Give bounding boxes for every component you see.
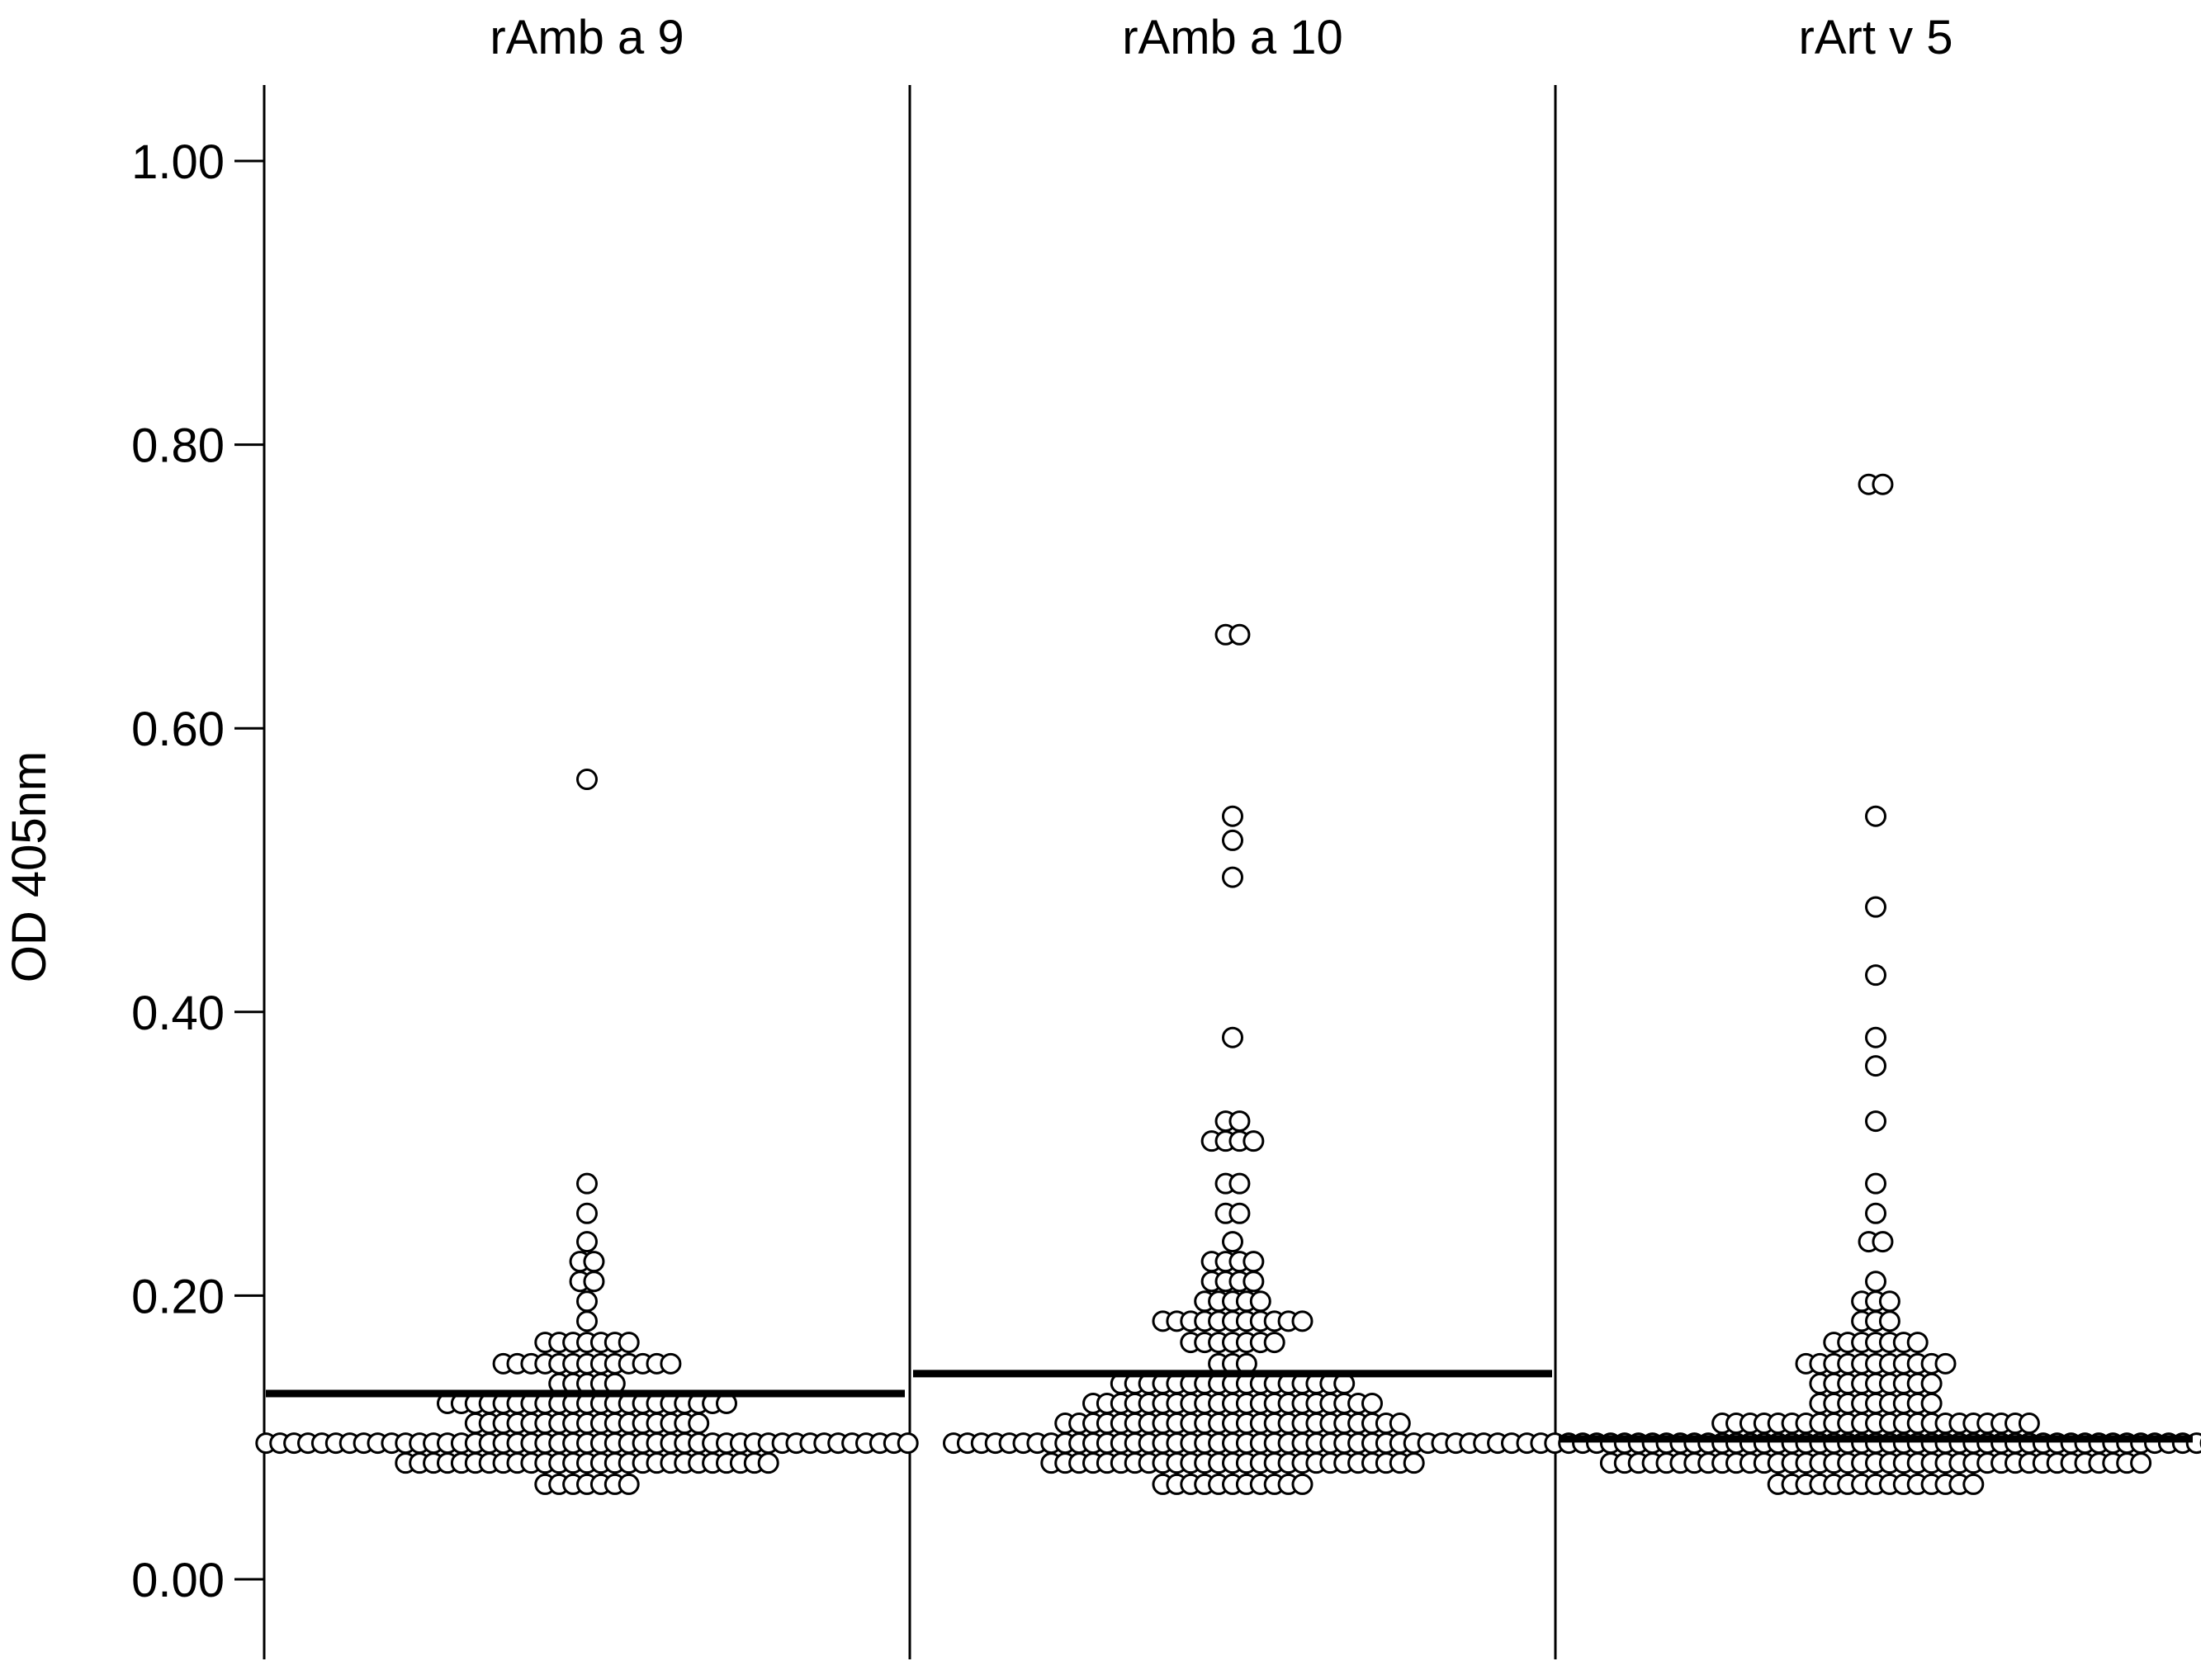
data-point (576, 1310, 598, 1332)
data-point (1872, 473, 1894, 495)
data-point (618, 1473, 640, 1495)
data-point (576, 1172, 598, 1195)
data-point (1242, 1130, 1265, 1152)
data-point (2018, 1413, 2040, 1435)
data-point (897, 1432, 919, 1455)
data-point (1291, 1310, 1314, 1332)
data-point (1242, 1271, 1265, 1293)
data-point (1920, 1392, 1943, 1414)
data-point (1222, 829, 1243, 851)
data-point (1865, 896, 1886, 918)
panel-title: rArt v 5 (1799, 11, 1953, 64)
data-point (1878, 1290, 1900, 1313)
panel-title: rAmb a 10 (1122, 11, 1343, 64)
data-point (1222, 805, 1243, 827)
data-point (1962, 1473, 1985, 1495)
y-tick-label: 0.40 (131, 987, 225, 1040)
data-point (1906, 1332, 1929, 1354)
data-point (1222, 1026, 1243, 1048)
data-point (660, 1352, 682, 1375)
data-point (1389, 1413, 1411, 1435)
data-point (1920, 1372, 1943, 1394)
data-point (583, 1271, 605, 1293)
y-tick-label: 0.20 (131, 1270, 225, 1323)
data-point (576, 769, 598, 791)
data-point (1934, 1352, 1957, 1375)
data-point (688, 1413, 710, 1435)
data-point (1228, 1110, 1251, 1133)
data-point (1865, 1055, 1886, 1077)
data-point (1878, 1310, 1900, 1332)
data-point (1872, 1231, 1894, 1253)
y-axis-label: OD 405nm (2, 751, 56, 982)
y-tick-label: 1.00 (131, 135, 225, 189)
data-point (576, 1231, 598, 1253)
data-point (2130, 1452, 2152, 1474)
data-point (1228, 1202, 1251, 1224)
data-point (757, 1452, 779, 1474)
data-point (1865, 1026, 1886, 1048)
data-point (1242, 1251, 1265, 1273)
data-point (1263, 1332, 1285, 1354)
data-point (1865, 1202, 1886, 1224)
y-tick-label: 0.00 (131, 1554, 225, 1607)
data-point (1865, 964, 1886, 987)
data-point (1228, 623, 1251, 646)
data-point (583, 1251, 605, 1273)
data-point (1291, 1473, 1314, 1495)
data-point (1249, 1290, 1271, 1313)
data-point (576, 1290, 598, 1313)
data-point (1865, 805, 1886, 827)
y-tick-label: 0.80 (131, 419, 225, 473)
data-point (1403, 1452, 1425, 1474)
data-point (1228, 1172, 1251, 1195)
data-point (576, 1202, 598, 1224)
data-point (1222, 1231, 1243, 1253)
data-point (1865, 1172, 1886, 1195)
y-tick-label: 0.60 (131, 703, 225, 756)
data-point (1865, 1271, 1886, 1293)
panel-title: rAmb a 9 (490, 11, 684, 64)
data-point (1361, 1392, 1383, 1414)
data-point (618, 1332, 640, 1354)
data-point (1222, 866, 1243, 888)
data-point (1865, 1110, 1886, 1133)
